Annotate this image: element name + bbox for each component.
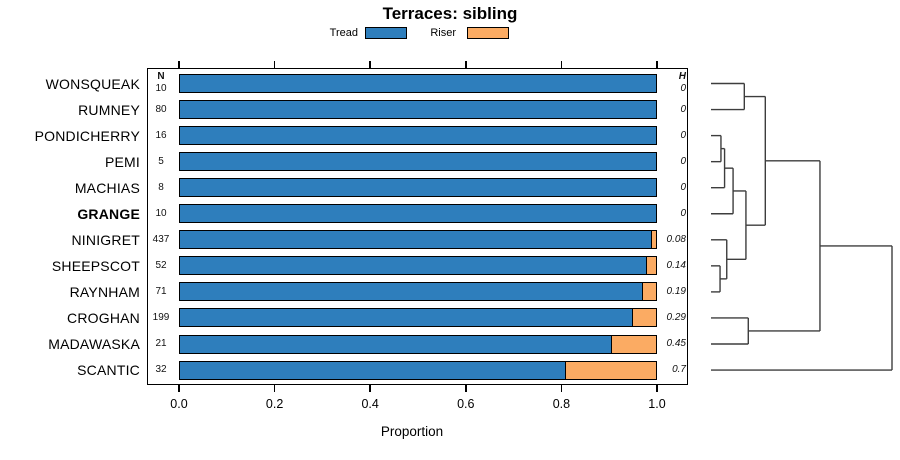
h-value: 0.7 [672,364,686,376]
n-value: 10 [155,82,167,94]
x-axis-tick-bottom [178,385,180,392]
y-axis-category-label: PONDICHERRY [34,127,140,144]
n-value: 8 [158,181,164,193]
bar-tread-segment [179,152,657,172]
bar-tread-segment [179,178,657,198]
x-axis-tick-top [178,61,180,68]
y-axis-category-label: SCANTIC [77,362,140,379]
bar-riser-segment [564,360,657,380]
h-value: 0.14 [666,259,686,271]
h-column-header: H [678,71,686,82]
bar-tread-segment [179,308,633,328]
h-value: 0.45 [666,338,686,349]
bar-riser-segment [641,282,657,302]
x-axis-label: Proportion [380,424,444,439]
x-axis-tick-top [656,61,658,68]
dendrogram [711,82,893,371]
x-axis-tick-top [369,61,371,68]
y-axis-category-label: PEMI [104,153,140,170]
h-value: 0 [680,181,686,193]
y-axis-category-label: RAYNHAM [69,283,140,300]
y-axis-category-label: MACHIAS [74,179,140,196]
x-axis-tick-bottom [656,385,658,392]
chart-title: Terraces: sibling [382,4,518,23]
n-value: 71 [155,285,167,297]
h-value: 0.08 [666,233,686,245]
bar-tread-segment [179,74,657,93]
n-value: 5 [158,155,164,167]
h-value: 0 [680,155,686,167]
y-axis-category-label: NINIGRET [71,231,140,248]
y-axis-category-label: GRANGE [77,205,140,222]
n-value: 32 [155,364,167,376]
bar-tread-segment [179,282,643,302]
x-axis-tick-top [273,61,276,68]
bar-tread-segment [179,360,566,380]
n-value: 80 [155,103,167,115]
bar-riser-segment [631,308,657,328]
h-value: 0 [680,82,686,94]
n-value: 52 [155,259,167,271]
x-axis-tick-label: 0.8 [552,397,571,411]
x-axis-tick-bottom [465,385,467,392]
legend-tread-swatch [365,27,407,39]
y-axis-category-label: SHEEPSCOT [51,257,140,274]
y-axis-category-label: CROGHAN [67,309,140,326]
bar-riser-segment [650,230,657,250]
n-value: 437 [152,233,170,245]
x-axis-tick-bottom [369,385,371,392]
x-axis-tick-bottom [273,385,276,392]
x-axis-tick-label: 0.4 [361,397,379,411]
y-axis-category-label: RUMNEY [78,101,140,118]
x-axis-tick-label: 0.2 [265,397,284,411]
legend-riser-swatch [467,27,509,39]
x-axis-tick-bottom [560,385,563,392]
bar-tread-segment [179,230,652,250]
bar-tread-segment [179,100,657,120]
bar-tread-segment [179,204,657,224]
h-value: 0 [680,103,686,115]
plot-area-border [147,68,688,385]
y-axis-category-label: WONSQUEAK [45,75,140,92]
legend-riser-label: Riser [430,27,456,39]
x-axis-tick-top [465,61,467,68]
legend-tread-label: Tread [329,27,358,39]
h-value: 0.19 [666,285,686,297]
x-axis-tick-top [560,61,563,68]
n-value: 10 [155,207,167,219]
bar-riser-segment [645,256,657,276]
bar-riser-segment [610,334,657,354]
n-value: 21 [155,338,167,349]
bar-tread-segment [179,256,647,276]
n-value: 199 [152,311,170,323]
x-axis-tick-label: 0.0 [170,397,188,411]
x-axis-tick-label: 0.6 [457,397,475,411]
n-column-header: N [157,71,165,82]
bar-tread-segment [179,126,657,146]
n-value: 16 [155,129,167,141]
bar-tread-segment [179,334,612,354]
h-value: 0 [680,207,686,219]
x-axis-tick-label: 1.0 [648,397,666,411]
y-axis-category-label: MADAWASKA [48,336,140,352]
h-value: 0 [680,129,686,141]
h-value: 0.29 [666,311,686,323]
